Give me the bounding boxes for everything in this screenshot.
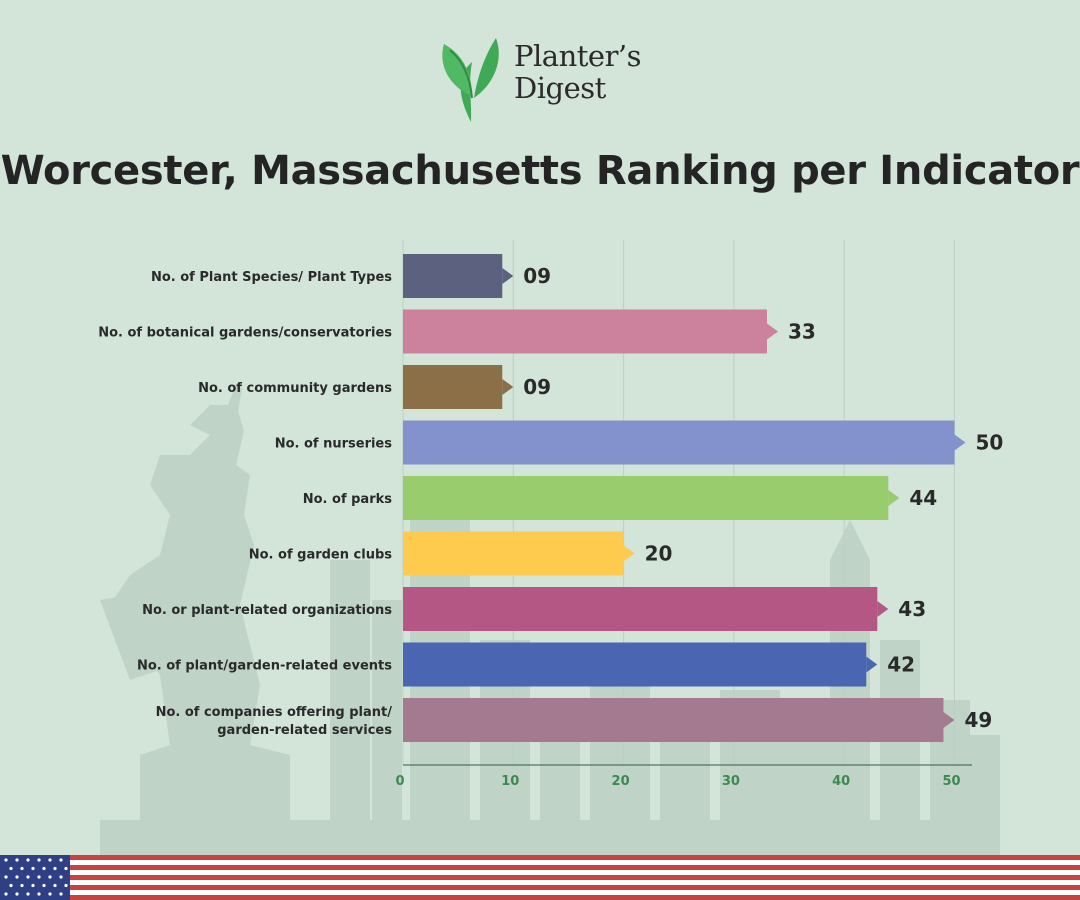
bar-4 [403, 476, 889, 520]
bar-2 [403, 365, 503, 409]
bar-1 [403, 309, 767, 354]
bar-pointer-8 [943, 712, 955, 728]
x-tick-label: 30 [722, 774, 740, 789]
value-label-5: 20 [645, 542, 673, 566]
category-label-4: No. of parks [303, 492, 393, 507]
bar-pointer-1 [766, 323, 778, 340]
value-label-4: 44 [909, 486, 937, 510]
brand-name-line1: Planter’s [514, 39, 642, 73]
category-label-8: No. of companies offering plant/garden-r… [156, 705, 393, 738]
brand-name-line2: Digest [514, 71, 606, 105]
bar-pointer-3 [954, 434, 966, 451]
flag-canton [0, 855, 70, 900]
bar-6 [403, 587, 878, 631]
value-label-0: 09 [523, 264, 551, 288]
bar-pointer-6 [877, 601, 889, 617]
category-label-3: No. of nurseries [275, 437, 393, 452]
page-title: Worcester, Massachusetts Ranking per Ind… [0, 148, 1080, 194]
x-tick-label: 10 [501, 774, 519, 789]
statue-silhouette [110, 385, 290, 835]
bar-7 [403, 642, 867, 687]
value-label-7: 42 [887, 653, 915, 677]
x-tick-label: 50 [942, 774, 960, 789]
bar-8 [403, 698, 944, 742]
category-label-1: No. of botanical gardens/conservatories [98, 326, 392, 341]
category-label-5: No. of garden clubs [249, 548, 393, 563]
brand-logo: Planter’s Digest [438, 36, 648, 126]
value-label-8: 49 [964, 708, 992, 732]
category-label-6: No. or plant-related organizations [142, 603, 392, 618]
bar-pointer-5 [623, 545, 635, 562]
category-label-7: No. of plant/garden-related events [137, 659, 392, 674]
bar-pointer-0 [502, 268, 514, 284]
bar-pointer-2 [502, 379, 514, 395]
bar-5 [403, 531, 624, 576]
us-flag-strip [0, 855, 1080, 900]
bar-pointer-4 [888, 490, 900, 506]
bar-pointer-7 [866, 656, 878, 673]
category-label-0: No. of Plant Species/ Plant Types [151, 270, 392, 285]
x-tick-label: 0 [395, 774, 404, 789]
x-tick-label: 40 [832, 774, 850, 789]
value-label-2: 09 [523, 375, 551, 399]
value-label-3: 50 [976, 431, 1004, 455]
value-label-1: 33 [788, 320, 816, 344]
category-label-2: No. of community gardens [198, 381, 392, 396]
leaf-icon [442, 38, 499, 122]
bar-3 [403, 420, 955, 465]
value-label-6: 43 [898, 597, 926, 621]
bar-0 [403, 254, 503, 298]
x-tick-label: 20 [612, 774, 630, 789]
